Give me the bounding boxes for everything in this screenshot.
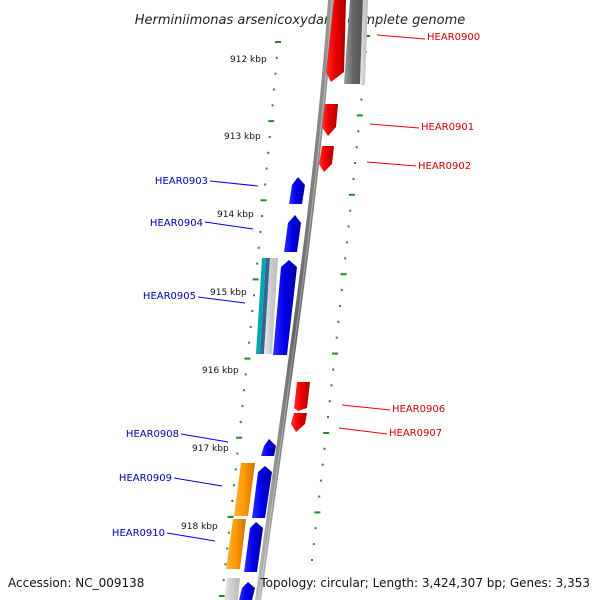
feature-gray-block [344,0,363,84]
leader-hear0910 [166,532,216,542]
accession-text: Accession: NC_009138 [8,576,144,590]
leader-hear0909 [173,477,223,487]
kbp-label-918: 918 kbp [181,522,218,532]
leader-hear0906 [341,404,391,411]
gene-label-hear0904[interactable]: HEAR0904 [150,218,203,229]
gene-label-hear0901[interactable]: HEAR0901 [421,122,474,133]
leader-hear0907 [338,427,388,435]
gene-label-hear0907[interactable]: HEAR0907 [389,428,442,439]
gene-arrow-bottom-partial[interactable] [224,578,255,600]
kbp-label-915: 915 kbp [210,288,247,298]
backbone-highlight [258,0,333,600]
gene-arrow-hear0900[interactable] [326,0,368,84]
genome-backbone [255,0,334,600]
leader-hear0903 [209,180,259,187]
gene-arrow-hear0902[interactable] [319,146,334,172]
leader-hear0904 [204,221,254,230]
gene-arrow-hear0908[interactable] [261,439,276,456]
gene-arrow-hear0905[interactable] [256,258,297,355]
gene-arrow-hear0910[interactable] [226,519,263,572]
leader-hear0905 [197,296,246,304]
gene-arrow-hear0906[interactable] [294,382,310,411]
gene-label-hear0905[interactable]: HEAR0905 [143,291,196,302]
leader-hear0902 [366,161,417,167]
kbp-label-912: 912 kbp [230,55,267,65]
topology-text: Topology: circular; Length: 3,424,307 bp… [259,576,590,590]
feature-orange-block-2 [226,519,246,569]
gene-label-hear0906[interactable]: HEAR0906 [392,404,445,415]
gene-arrow-hear0903[interactable] [289,177,305,204]
kbp-label-917: 917 kbp [192,444,229,454]
gene-label-hear0910[interactable]: HEAR0910 [112,528,165,539]
gene-label-hear0900[interactable]: HEAR0900 [427,32,480,43]
leader-hear0900 [376,34,426,40]
feature-cyan-block [256,258,266,354]
gene-label-hear0909[interactable]: HEAR0909 [119,473,172,484]
gene-arrow-hear0907[interactable] [291,413,307,432]
kbp-label-916: 916 kbp [202,366,239,376]
map-title: Herminiimonas arsenicoxydans, complete g… [135,13,465,28]
gene-label-hear0903[interactable]: HEAR0903 [155,176,208,187]
gene-label-hear0908[interactable]: HEAR0908 [126,429,179,440]
gene-arrow-hear0904[interactable] [284,215,301,252]
leader-hear0908 [180,433,229,443]
gene-label-hear0902[interactable]: HEAR0902 [418,161,471,172]
kbp-label-914: 914 kbp [217,210,254,220]
kbp-label-913: 913 kbp [224,132,261,142]
leader-hear0901 [369,123,420,129]
feature-orange-block [234,463,255,516]
gene-arrow-hear0909[interactable] [234,463,272,518]
feature-light-block-2 [264,258,278,354]
feature-light-block [360,0,368,84]
gene-arrow-hear0901[interactable] [322,104,338,136]
feature-steel-block [260,258,270,354]
